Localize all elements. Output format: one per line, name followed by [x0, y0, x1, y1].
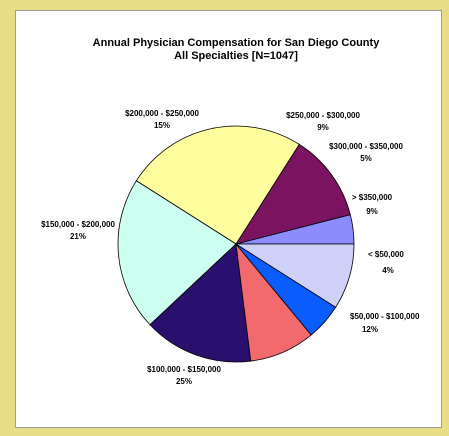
- slice-label: < $50,000: [368, 250, 404, 259]
- slice-percent-label: 12%: [362, 325, 378, 334]
- pie-slice: [135, 125, 300, 245]
- slice-label: $50,000 - $100,000: [350, 312, 420, 321]
- slice-percent-label: 15%: [154, 121, 170, 130]
- slice-label: $250,000 - $300,000: [286, 111, 360, 120]
- pie-slice: [117, 180, 237, 326]
- chart-subtitle: All Specialties [N=1047]: [174, 50, 298, 62]
- pie-slice: [234, 243, 355, 308]
- chart-title: Annual Physician Compensation for San Di…: [93, 37, 381, 49]
- slice-percent-label: 4%: [382, 266, 394, 275]
- slice-label: $100,000 - $150,000: [147, 365, 221, 374]
- pie-slice: [149, 243, 252, 363]
- slice-percent-label: 9%: [317, 123, 329, 132]
- pie-chart: Annual Physician Compensation for San Di…: [41, 37, 420, 386]
- slice-label: $300,000 - $350,000: [329, 142, 403, 151]
- slice-percent-label: 25%: [176, 377, 192, 386]
- slice-percent-label: 21%: [70, 232, 86, 241]
- pie-slice: [235, 143, 351, 245]
- slice-label: > $350,000: [352, 193, 393, 202]
- slice-percent-label: 9%: [366, 207, 378, 216]
- slice-label: $150,000 - $200,000: [41, 220, 115, 229]
- slice-label: $200,000 - $250,000: [125, 109, 199, 118]
- slice-percent-label: 5%: [360, 154, 372, 163]
- chart-panel: Annual Physician Compensation for San Di…: [15, 10, 442, 428]
